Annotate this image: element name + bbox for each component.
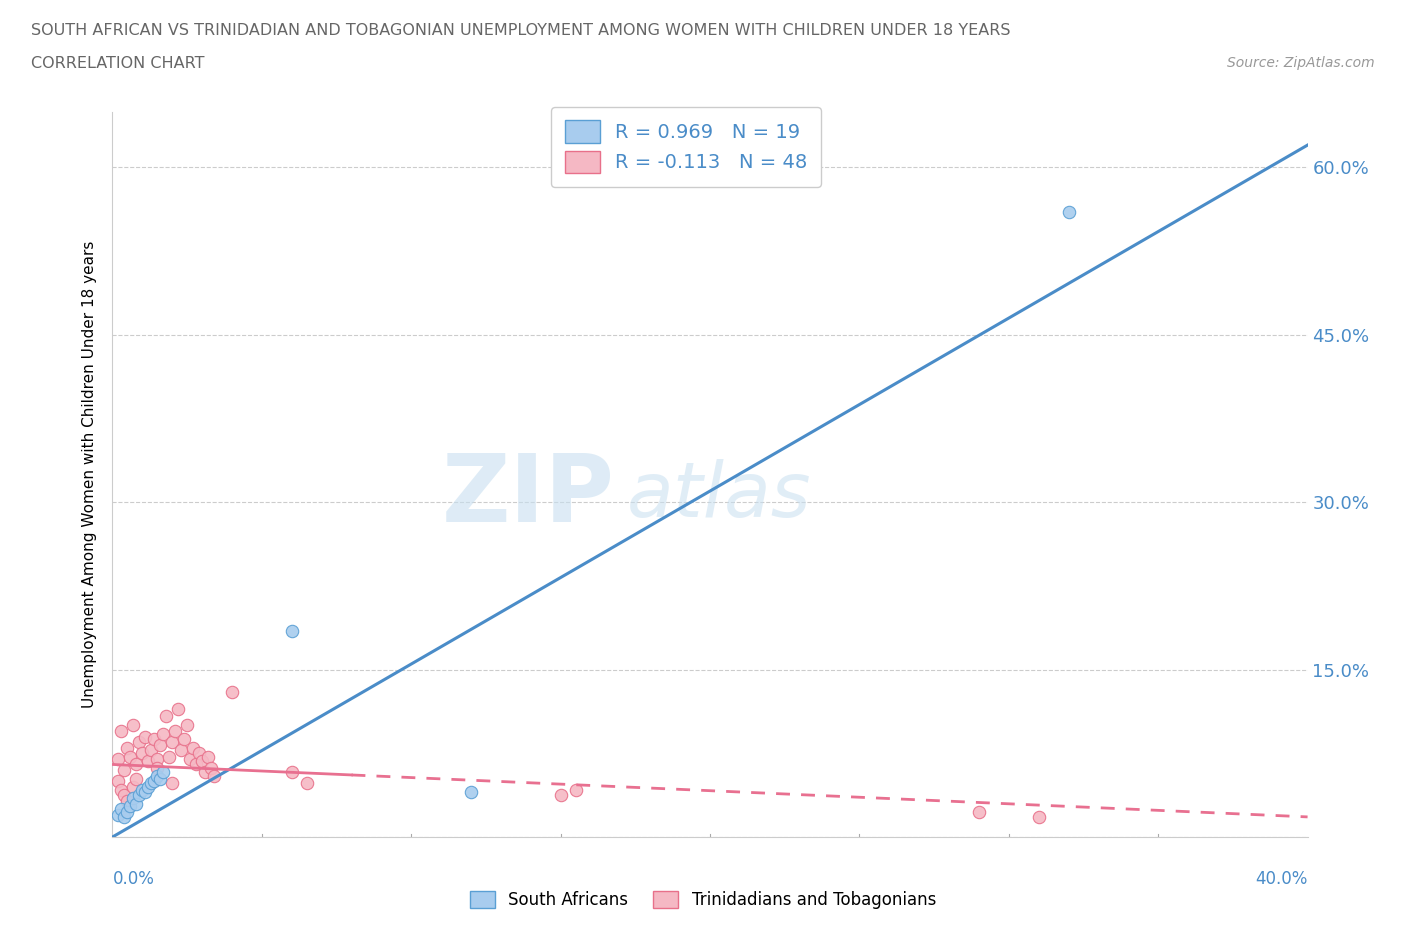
Point [281, 764, 304, 779]
Point [1057, 205, 1080, 219]
Point [114, 763, 135, 777]
Point [125, 796, 148, 811]
Point [146, 751, 169, 766]
Point [202, 768, 225, 783]
Point [117, 794, 139, 809]
Point [564, 783, 586, 798]
Point [141, 742, 163, 757]
Point [128, 735, 150, 750]
Point [131, 783, 153, 798]
Point [181, 740, 204, 755]
Point [176, 718, 198, 733]
Point [134, 785, 156, 800]
Point [162, 735, 183, 750]
Point [120, 750, 142, 764]
Point [162, 776, 183, 790]
Legend: R = 0.969   N = 19, R = -0.113   N = 48: R = 0.969 N = 19, R = -0.113 N = 48 [551, 107, 821, 187]
Point [173, 731, 195, 746]
Point [122, 718, 145, 733]
Point [179, 751, 201, 766]
Text: SOUTH AFRICAN VS TRINIDADIAN AND TOBAGONIAN UNEMPLOYMENT AMONG WOMEN WITH CHILDR: SOUTH AFRICAN VS TRINIDADIAN AND TOBAGON… [31, 23, 1011, 38]
Point [152, 727, 174, 742]
Text: atlas: atlas [627, 459, 811, 533]
Point [157, 750, 180, 764]
Point [141, 776, 163, 790]
Text: Source: ZipAtlas.com: Source: ZipAtlas.com [1227, 56, 1375, 70]
Point [967, 805, 990, 820]
Point [186, 757, 208, 772]
Point [125, 772, 148, 787]
Point [295, 776, 318, 790]
Legend: South Africans, Trinidadians and Tobagonians: South Africans, Trinidadians and Tobagon… [461, 883, 945, 917]
Point [191, 753, 214, 768]
Point [155, 709, 177, 724]
Y-axis label: Unemployment Among Women with Children Under 18 years: Unemployment Among Women with Children U… [82, 241, 97, 708]
Point [122, 790, 145, 805]
Point [460, 785, 482, 800]
Point [110, 783, 132, 798]
Point [117, 805, 139, 820]
Point [125, 757, 148, 772]
Point [188, 746, 211, 761]
Point [110, 724, 132, 738]
Point [107, 751, 129, 766]
Point [114, 809, 135, 824]
Point [107, 807, 129, 822]
Point [128, 787, 150, 802]
Point [152, 764, 174, 779]
Point [165, 724, 187, 738]
Point [281, 623, 304, 638]
Point [110, 802, 132, 817]
Text: 0.0%: 0.0% [112, 870, 155, 888]
Point [167, 701, 190, 716]
Point [146, 761, 169, 776]
Point [143, 774, 166, 789]
Point [146, 768, 169, 783]
Point [134, 729, 156, 744]
Point [221, 684, 243, 699]
Point [550, 787, 572, 802]
Point [1028, 809, 1050, 824]
Point [117, 740, 139, 755]
Point [120, 798, 142, 813]
Point [122, 779, 145, 794]
Point [143, 731, 166, 746]
Point [131, 746, 153, 761]
Text: 40.0%: 40.0% [1256, 870, 1308, 888]
Point [170, 742, 193, 757]
Point [149, 772, 172, 787]
Text: ZIP: ZIP [441, 450, 614, 542]
Point [107, 774, 129, 789]
Point [114, 787, 135, 802]
Point [138, 779, 160, 794]
Point [138, 753, 160, 768]
Point [149, 738, 172, 753]
Point [197, 750, 219, 764]
Point [194, 764, 217, 779]
Text: CORRELATION CHART: CORRELATION CHART [31, 56, 204, 71]
Point [200, 761, 222, 776]
